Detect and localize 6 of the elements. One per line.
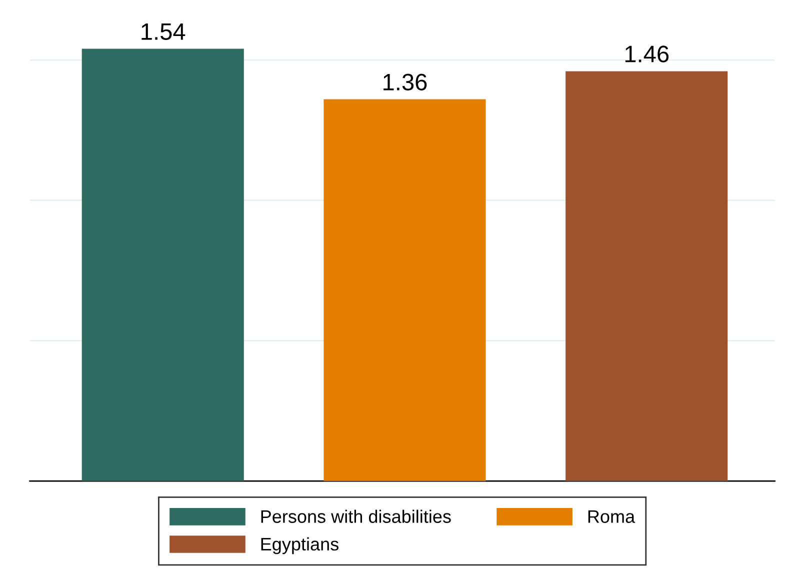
legend-label: Roma — [588, 510, 636, 523]
data-label: 1.54 — [142, 23, 186, 40]
legend-label: Persons with disabilities — [261, 510, 451, 523]
legend-label: Egyptians — [261, 537, 338, 554]
data-label: 1.36 — [384, 74, 427, 90]
data-label: 1.46 — [625, 46, 669, 62]
